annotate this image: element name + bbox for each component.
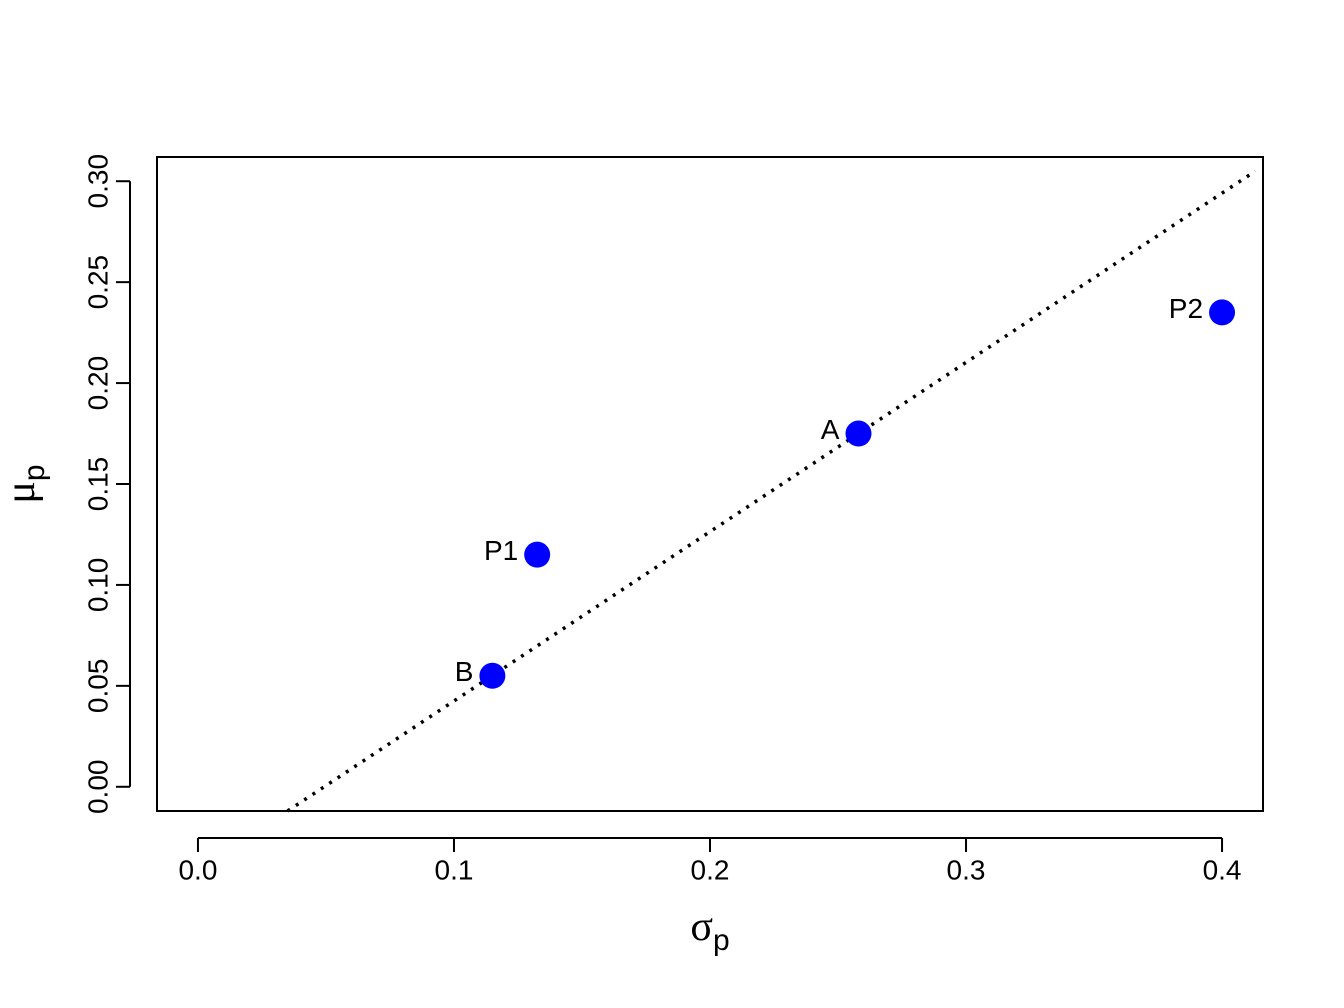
point — [845, 420, 872, 447]
x-tick-label: 0.0 — [178, 854, 217, 885]
y-tick-label: 0.10 — [82, 558, 113, 613]
x-axis-subscript: p — [713, 924, 730, 957]
x-tick-label: 0.2 — [691, 854, 730, 885]
y-axis-symbol: μ — [0, 481, 44, 504]
x-tick-label: 0.4 — [1203, 854, 1242, 885]
point — [479, 662, 506, 689]
y-tick-label: 0.00 — [82, 760, 113, 815]
y-axis-subscript: p — [18, 464, 51, 481]
x-tick-label: 0.1 — [435, 854, 474, 885]
point-label: B — [455, 656, 474, 687]
y-axis-title: μp — [0, 464, 51, 503]
x-axis-symbol: σ — [690, 904, 713, 950]
point — [1209, 299, 1236, 326]
y-tick-label: 0.20 — [82, 356, 113, 411]
x-tick-label: 0.3 — [947, 854, 986, 885]
point-label: P1 — [484, 535, 518, 566]
point — [524, 541, 551, 568]
y-tick-label: 0.15 — [82, 457, 113, 512]
point-label: P2 — [1169, 293, 1203, 324]
point-label: A — [821, 414, 840, 445]
y-tick-label: 0.05 — [82, 659, 113, 714]
y-tick-label: 0.25 — [82, 255, 113, 310]
x-axis-title: σp — [690, 904, 729, 957]
plot-frame — [156, 156, 1264, 812]
y-tick-label: 0.30 — [82, 154, 113, 209]
capital-market-line — [286, 169, 1257, 813]
